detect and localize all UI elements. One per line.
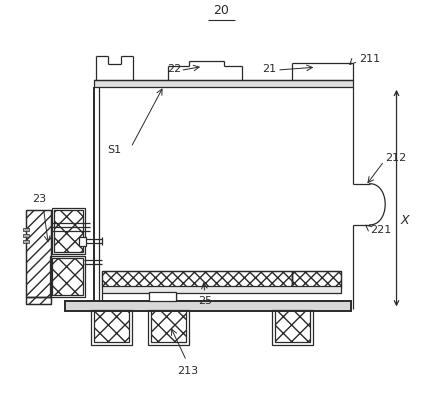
Text: 211: 211 xyxy=(359,54,380,64)
Bar xyxy=(102,271,291,287)
Bar xyxy=(291,271,341,287)
Bar xyxy=(23,228,29,231)
Bar xyxy=(26,297,51,304)
Text: 213: 213 xyxy=(177,366,198,376)
Bar xyxy=(50,256,85,297)
Text: 23: 23 xyxy=(32,194,47,204)
Text: 212: 212 xyxy=(385,153,406,163)
Bar xyxy=(26,210,51,297)
Bar xyxy=(149,292,176,301)
Bar xyxy=(54,210,83,251)
Bar xyxy=(26,297,51,304)
Bar xyxy=(291,271,341,287)
Bar xyxy=(272,310,313,345)
Bar xyxy=(94,81,353,87)
Bar xyxy=(102,286,341,293)
Text: 22: 22 xyxy=(167,64,181,74)
Bar xyxy=(52,208,85,254)
Text: S1: S1 xyxy=(108,145,122,155)
Bar xyxy=(79,237,85,246)
Text: X: X xyxy=(400,214,409,227)
Bar xyxy=(52,258,83,295)
Bar xyxy=(90,310,132,345)
Text: 21: 21 xyxy=(262,64,276,74)
Text: 25: 25 xyxy=(198,296,212,306)
Bar xyxy=(148,310,189,345)
Bar xyxy=(94,310,129,342)
Bar xyxy=(152,310,187,342)
Bar xyxy=(65,301,351,310)
Bar xyxy=(23,234,29,237)
Bar xyxy=(23,240,29,244)
Bar xyxy=(102,271,291,287)
Text: 221: 221 xyxy=(371,225,392,235)
Bar xyxy=(275,310,310,342)
Bar xyxy=(26,210,51,297)
Text: 20: 20 xyxy=(214,4,229,17)
